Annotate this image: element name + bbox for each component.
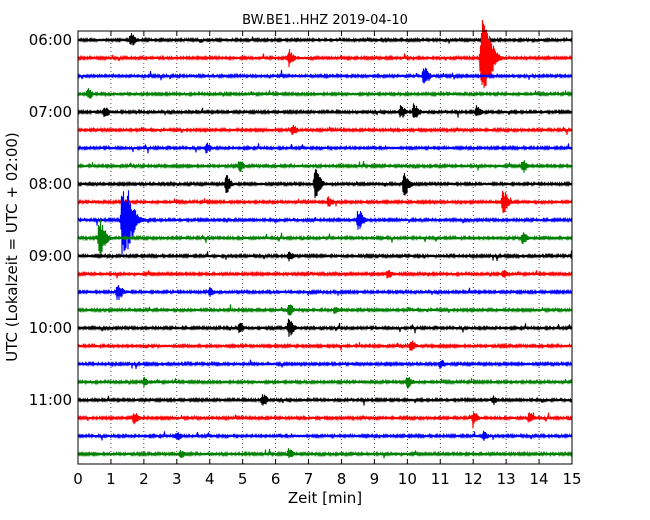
trace-1030	[77, 359, 573, 370]
y-tick-label: 09:00	[29, 247, 72, 265]
trace-0945	[77, 304, 573, 316]
x-tick-label: 3	[172, 470, 182, 488]
trace-0700	[77, 103, 573, 119]
trace-0630	[77, 67, 573, 84]
trace-1145	[77, 448, 573, 459]
x-tick-label: 2	[139, 470, 149, 488]
trace-0830	[77, 190, 573, 256]
x-tick-label: 10	[398, 470, 417, 488]
trace-0930	[77, 285, 573, 301]
x-tick-label: 7	[304, 470, 314, 488]
y-tick-label: 08:00	[29, 175, 72, 193]
traces-layer	[77, 19, 573, 459]
x-tick-label: 0	[73, 470, 83, 488]
trace-1130	[77, 430, 573, 441]
plot-frame	[77, 30, 573, 465]
x-tick-label: 9	[370, 470, 380, 488]
x-tick-label: 5	[238, 470, 248, 488]
trace-0730	[77, 142, 573, 154]
x-tick-label: 12	[464, 470, 483, 488]
x-tick-label: 13	[497, 470, 516, 488]
y-tick-label: 07:00	[29, 103, 72, 121]
trace-0815	[77, 190, 573, 214]
x-tick-label: 1	[106, 470, 116, 488]
trace-1045	[77, 377, 573, 389]
y-tick-label: 11:00	[29, 391, 72, 409]
trace-0915	[77, 269, 573, 279]
ticks-layer: 0 1 2 3 4 5 6 7 8 9 10 11 12 13 14 1506:0007:0008:0009:…	[29, 31, 582, 488]
x-tick-label: 11	[431, 470, 450, 488]
y-tick-label: 06:00	[29, 31, 72, 49]
x-tick-label: 8	[337, 470, 347, 488]
y-tick-label: 10:00	[29, 319, 72, 337]
x-tick-label: 6	[271, 470, 281, 488]
trace-1100	[77, 394, 573, 406]
trace-0845	[77, 219, 573, 254]
trace-1015	[77, 340, 573, 351]
x-axis-label: Zeit [min]	[288, 489, 362, 507]
chart-title: BW.BE1..HHZ 2019-04-10	[242, 13, 408, 28]
trace-0645	[77, 88, 573, 100]
trace-0800	[77, 169, 573, 199]
y-axis-label: UTC (Lokalzeit = UTC + 02:00)	[3, 132, 21, 362]
x-tick-label: 14	[530, 470, 549, 488]
trace-0715	[77, 124, 573, 135]
x-tick-label: 4	[205, 470, 215, 488]
trace-1000	[77, 318, 573, 337]
trace-0600	[77, 33, 573, 46]
trace-1115	[77, 412, 573, 429]
trace-0745	[77, 160, 573, 173]
grid-layer	[110, 31, 540, 464]
x-tick-label: 15	[562, 470, 581, 488]
trace-0900	[77, 250, 573, 262]
trace-0615	[77, 19, 573, 89]
